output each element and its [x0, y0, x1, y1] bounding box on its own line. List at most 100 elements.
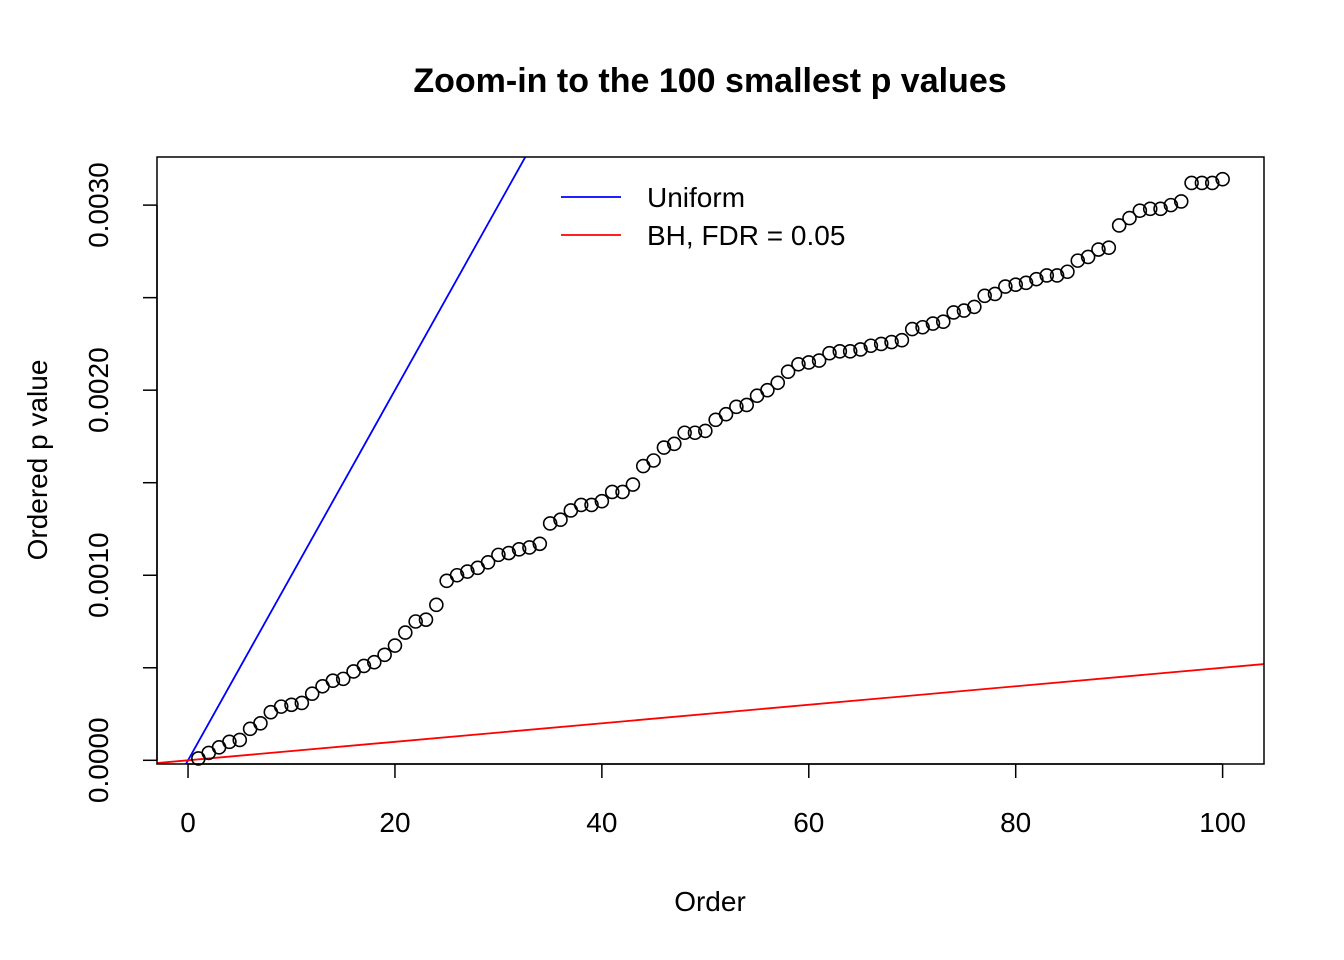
data-point	[739, 397, 755, 413]
x-tick-label: 100	[1199, 807, 1246, 838]
data-point	[998, 279, 1013, 294]
data-point	[532, 536, 548, 552]
data-point	[894, 332, 910, 348]
data-point	[366, 654, 382, 670]
legend-label: BH, FDR = 0.05	[647, 220, 845, 251]
legend-label: Uniform	[647, 182, 745, 213]
data-point	[987, 286, 1003, 302]
data-point	[1111, 218, 1127, 233]
data-point	[863, 338, 879, 354]
data-point	[356, 658, 372, 674]
data-point	[429, 597, 444, 613]
chart-title: Zoom-in to the 100 smallest p values	[413, 62, 1006, 100]
data-point	[956, 303, 972, 318]
legend: Uniform BH, FDR = 0.05	[561, 182, 845, 251]
data-point	[253, 715, 268, 731]
data-point	[904, 321, 920, 337]
data-point	[1029, 271, 1044, 287]
x-tick-label: 0	[180, 807, 196, 838]
data-point	[946, 305, 961, 320]
data-point	[480, 554, 496, 570]
data-point	[915, 319, 930, 335]
data-point	[1194, 175, 1210, 191]
y-axis: 0.0000 0.0010 0.0020 0.0030	[83, 162, 158, 803]
data-point	[625, 477, 641, 492]
data-point	[873, 336, 889, 352]
data-point	[977, 288, 992, 304]
data-point	[377, 647, 392, 663]
data-point	[273, 699, 289, 714]
data-point	[294, 695, 310, 711]
x-axis: 0 20 40 60 80 100	[180, 763, 1246, 838]
data-point	[1070, 253, 1086, 268]
data-point	[666, 436, 682, 452]
data-point	[584, 497, 599, 513]
data-point	[615, 484, 630, 500]
data-point	[325, 673, 341, 689]
data-point	[335, 671, 351, 687]
data-point	[687, 425, 703, 441]
data-point	[553, 512, 568, 528]
y-tick-label: 0.0030	[83, 162, 114, 248]
data-point	[811, 353, 827, 368]
data-point	[780, 364, 796, 379]
data-point	[604, 484, 620, 500]
data-point	[677, 425, 692, 441]
y-tick-label: 0.0010	[83, 532, 114, 618]
data-point	[718, 406, 734, 422]
scatter-points	[191, 171, 1230, 766]
x-tick-label: 60	[793, 807, 824, 838]
data-point	[542, 516, 558, 531]
data-point	[1163, 197, 1179, 213]
data-point	[232, 732, 248, 748]
data-point	[646, 453, 661, 468]
data-point	[935, 314, 951, 330]
data-point	[760, 382, 775, 398]
data-point	[1184, 175, 1199, 191]
data-point	[1018, 275, 1034, 291]
data-point	[1101, 240, 1117, 255]
line-uniform	[184, 157, 527, 764]
y-tick-label: 0.0000	[83, 717, 114, 803]
data-point	[1215, 171, 1230, 187]
data-point	[501, 545, 517, 561]
data-point	[770, 375, 786, 391]
data-point	[522, 540, 537, 555]
data-point	[1039, 268, 1055, 283]
data-point	[656, 440, 672, 455]
data-point	[397, 625, 413, 640]
data-point	[491, 547, 506, 563]
data-point	[842, 344, 858, 359]
data-point	[460, 564, 475, 579]
data-point	[1091, 242, 1106, 257]
data-point	[1142, 201, 1158, 217]
data-point	[418, 612, 434, 627]
y-axis-label: Ordered p value	[22, 360, 53, 561]
data-point	[698, 423, 713, 439]
data-point	[408, 614, 423, 629]
data-point	[573, 497, 589, 513]
data-point	[1060, 264, 1075, 280]
reference-lines	[157, 157, 1264, 764]
data-point	[925, 316, 941, 331]
data-point	[801, 355, 817, 370]
data-point	[832, 344, 848, 359]
data-point	[822, 345, 837, 361]
data-point	[284, 697, 299, 713]
data-point	[511, 542, 527, 557]
data-point	[1008, 277, 1024, 292]
data-point	[884, 334, 899, 350]
y-tick-label: 0.0020	[83, 347, 114, 433]
x-tick-label: 80	[1000, 807, 1031, 838]
data-point	[853, 342, 868, 357]
data-point	[1080, 249, 1096, 265]
data-point	[304, 686, 320, 701]
data-point	[1153, 201, 1168, 217]
data-point	[729, 399, 744, 415]
data-point	[1173, 194, 1189, 209]
x-tick-label: 20	[379, 807, 410, 838]
data-point	[967, 299, 982, 315]
data-point	[1049, 268, 1065, 283]
data-point	[791, 356, 806, 372]
